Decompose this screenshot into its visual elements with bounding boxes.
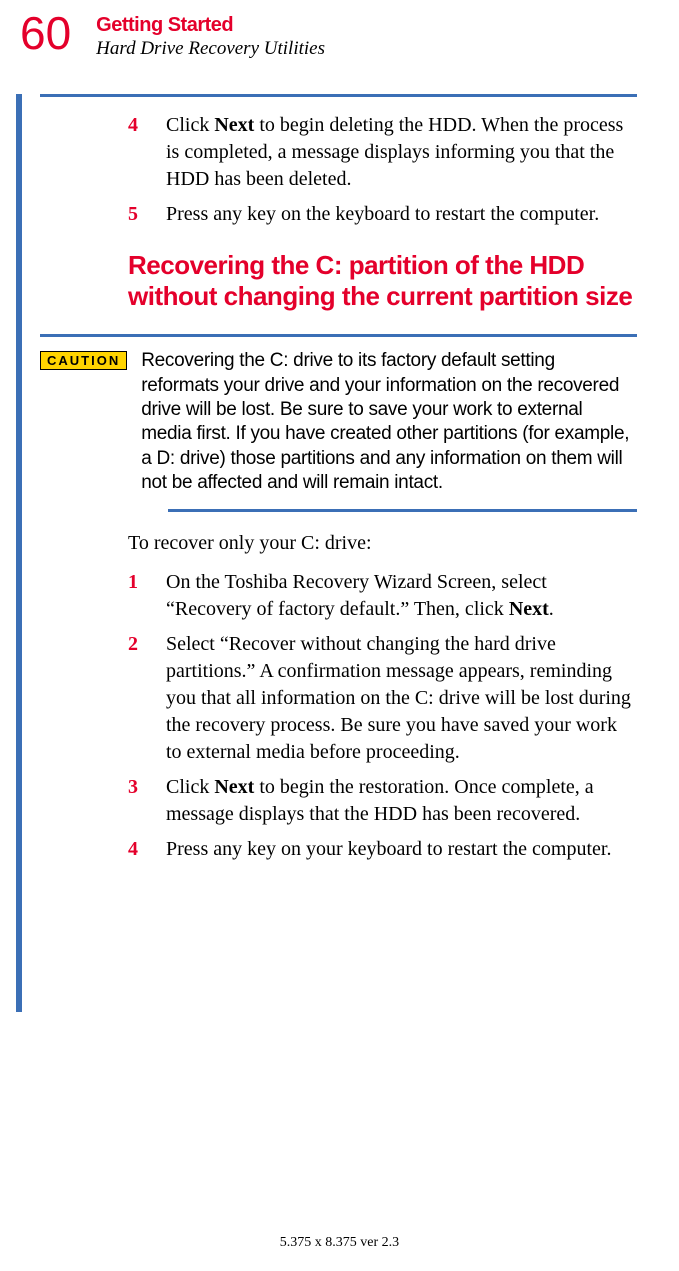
step-number: 5 (40, 201, 166, 228)
footer-text: 5.375 x 8.375 ver 2.3 (0, 1235, 679, 1251)
steps-list-bottom: 1On the Toshiba Recovery Wizard Screen, … (40, 569, 637, 863)
step-text: Press any key on the keyboard to restart… (166, 201, 637, 228)
caution-badge: CAUTION (40, 351, 127, 370)
steps-list-top: 4Click Next to begin deleting the HDD. W… (40, 112, 637, 228)
header-text: Getting Started Hard Drive Recovery Util… (96, 10, 325, 60)
step-item: 4Press any key on your keyboard to resta… (40, 836, 637, 863)
chapter-title: Getting Started (96, 14, 325, 37)
intro-paragraph: To recover only your C: drive: (128, 532, 637, 555)
step-number: 3 (40, 774, 166, 828)
page-number: 60 (20, 10, 71, 56)
step-item: 5Press any key on the keyboard to restar… (40, 201, 637, 228)
step-number: 4 (40, 112, 166, 193)
step-item: 2Select “Recover without changing the ha… (40, 631, 637, 766)
caution-top-rule (40, 334, 637, 337)
step-text: Select “Recover without changing the har… (166, 631, 637, 766)
content-inner: 4Click Next to begin deleting the HDD. W… (40, 94, 637, 863)
content-area: 4Click Next to begin deleting the HDD. W… (16, 94, 637, 1211)
blue-sidebar-rule (16, 94, 22, 1012)
step-number: 4 (40, 836, 166, 863)
step-number: 1 (40, 569, 166, 623)
section-subtitle: Hard Drive Recovery Utilities (96, 38, 325, 60)
caution-bottom-rule (168, 509, 637, 512)
step-text: Click Next to begin the restoration. Onc… (166, 774, 637, 828)
step-item: 1On the Toshiba Recovery Wizard Screen, … (40, 569, 637, 623)
step-text: On the Toshiba Recovery Wizard Screen, s… (166, 569, 637, 623)
step-item: 3Click Next to begin the restoration. On… (40, 774, 637, 828)
caution-text: Recovering the C: drive to its factory d… (141, 349, 637, 495)
subsection-heading: Recovering the C: partition of the HDD w… (128, 250, 637, 312)
caution-block: CAUTION Recovering the C: drive to its f… (40, 334, 637, 512)
caution-row: CAUTION Recovering the C: drive to its f… (40, 349, 637, 495)
step-item: 4Click Next to begin deleting the HDD. W… (40, 112, 637, 193)
step-number: 2 (40, 631, 166, 766)
step-text: Press any key on your keyboard to restar… (166, 836, 637, 863)
step-text: Click Next to begin deleting the HDD. Wh… (166, 112, 637, 193)
page-header: 60 Getting Started Hard Drive Recovery U… (0, 0, 679, 60)
